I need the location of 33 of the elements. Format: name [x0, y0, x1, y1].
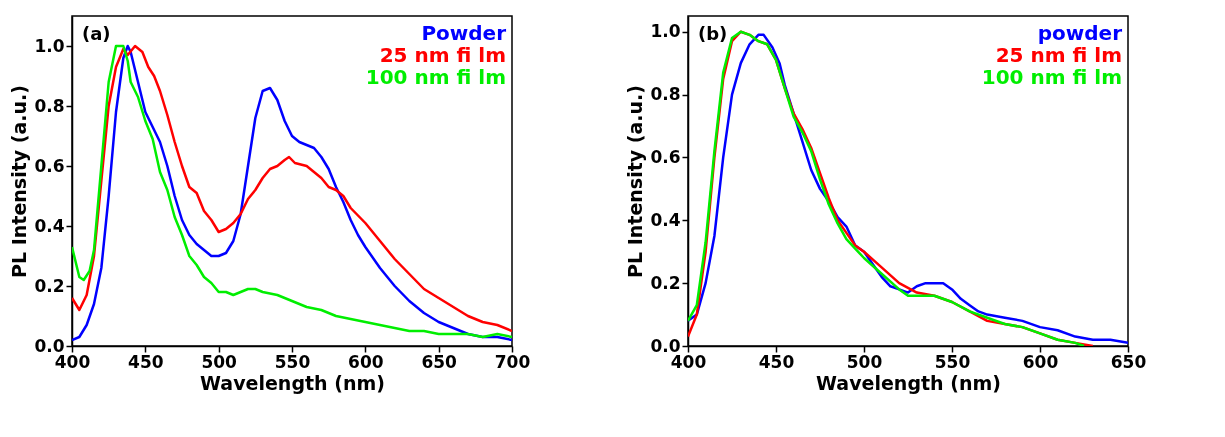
y-tick-label: 0.2: [650, 272, 681, 293]
text: 100 nm fi lm: [365, 65, 506, 89]
y-tick-label: 0.4: [650, 209, 681, 230]
y-tick-label: 0.6: [34, 155, 65, 176]
text: 25 nm fi lm: [379, 43, 506, 67]
y-tick-label: 0.2: [34, 275, 65, 296]
y-tick-label: 1.0: [34, 35, 65, 56]
y-axis-title: PL Intensity (a.u.): [624, 85, 647, 278]
x-tick-label: 550: [934, 351, 971, 372]
x-tick-label: 500: [846, 351, 883, 372]
x-tick-label: 650: [1110, 351, 1147, 372]
x-tick-label: 700: [494, 351, 531, 372]
text: powder: [1037, 21, 1123, 45]
y-tick-label: 0.4: [34, 215, 65, 236]
text: Powder: [421, 21, 507, 45]
x-tick-label: 500: [201, 351, 238, 372]
y-tick-label: 0.8: [34, 95, 65, 116]
x-tick-label: 600: [348, 351, 384, 372]
x-tick-label: 450: [758, 351, 795, 372]
x-tick-label: 650: [421, 351, 458, 372]
annotation: (b): [698, 23, 728, 44]
y-tick-label: 0.8: [650, 84, 681, 105]
x-tick-label: 550: [274, 351, 311, 372]
text: 25 nm fi lm: [995, 43, 1122, 67]
annotation: (a): [82, 23, 111, 44]
x-axis-title: Wavelength (nm): [200, 371, 385, 394]
y-tick-label: 1.0: [650, 21, 681, 42]
x-tick-label: 450: [128, 351, 164, 372]
x-axis-title: Wavelength (nm): [816, 371, 1001, 394]
y-tick-label: 0.6: [650, 146, 681, 167]
x-tick-label: 600: [1022, 351, 1059, 372]
y-axis-title: PL Intensity (a.u.): [8, 85, 31, 278]
text: 100 nm fi lm: [981, 65, 1122, 89]
